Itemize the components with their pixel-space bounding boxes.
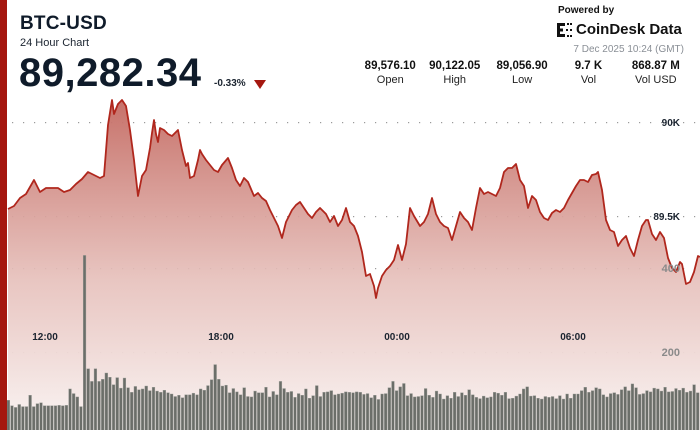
volume-bars: [6, 255, 700, 430]
coindesk-logo-icon: [557, 22, 572, 37]
stat-high-value: 90,122.05: [429, 60, 481, 72]
stat-open: 89,576.10 Open: [360, 60, 421, 86]
price-line: [7, 99, 700, 299]
x-tick-1800: 18:00: [208, 332, 234, 343]
logo-text: CoinDesk Data: [576, 21, 682, 38]
price-tick-89-5k: 89.5K: [653, 212, 680, 223]
down-arrow-icon: [254, 80, 266, 89]
coindesk-data-logo[interactable]: CoinDesk Data: [557, 21, 682, 38]
stat-vol-usd-value: 868.87 M: [631, 60, 680, 72]
stat-vol-label: Vol: [580, 74, 597, 86]
stat-vol-usd-label: Vol USD: [635, 74, 677, 86]
powered-by-label: Powered by: [558, 5, 615, 16]
stat-vol-usd: 868.87 M Vol USD: [622, 60, 690, 86]
price-change-percent: -0.33%: [214, 78, 246, 89]
timestamp: 7 Dec 2025 10:24 (GMT): [573, 44, 684, 55]
x-tick-1200: 12:00: [32, 332, 58, 343]
x-tick-0600: 06:00: [560, 332, 586, 343]
stat-low-value: 89,056.90: [496, 60, 548, 72]
stat-vol: 9.7 K Vol: [555, 60, 621, 86]
stat-high: 90,122.05 High: [421, 60, 489, 86]
volume-tick-400: 400: [662, 263, 680, 275]
ticker-title: BTC-USD: [20, 13, 107, 34]
stat-high-label: High: [443, 74, 467, 86]
stats-row: 89,576.10 Open 90,122.05 High 89,056.90 …: [360, 60, 690, 86]
stat-low-label: Low: [511, 74, 533, 86]
stat-open-label: Open: [376, 74, 404, 86]
accent-sidebar: [0, 0, 7, 430]
current-price: 89,282.34: [19, 51, 202, 95]
volume-tick-200: 200: [662, 347, 680, 359]
chart-subtitle: 24 Hour Chart: [20, 37, 90, 49]
stat-low: 89,056.90 Low: [489, 60, 555, 86]
price-tick-90k: 90K: [662, 118, 681, 129]
stat-open-value: 89,576.10: [364, 60, 416, 72]
price-area: [8, 100, 700, 430]
x-tick-0000: 00:00: [384, 332, 410, 343]
stat-vol-value: 9.7 K: [574, 60, 603, 72]
